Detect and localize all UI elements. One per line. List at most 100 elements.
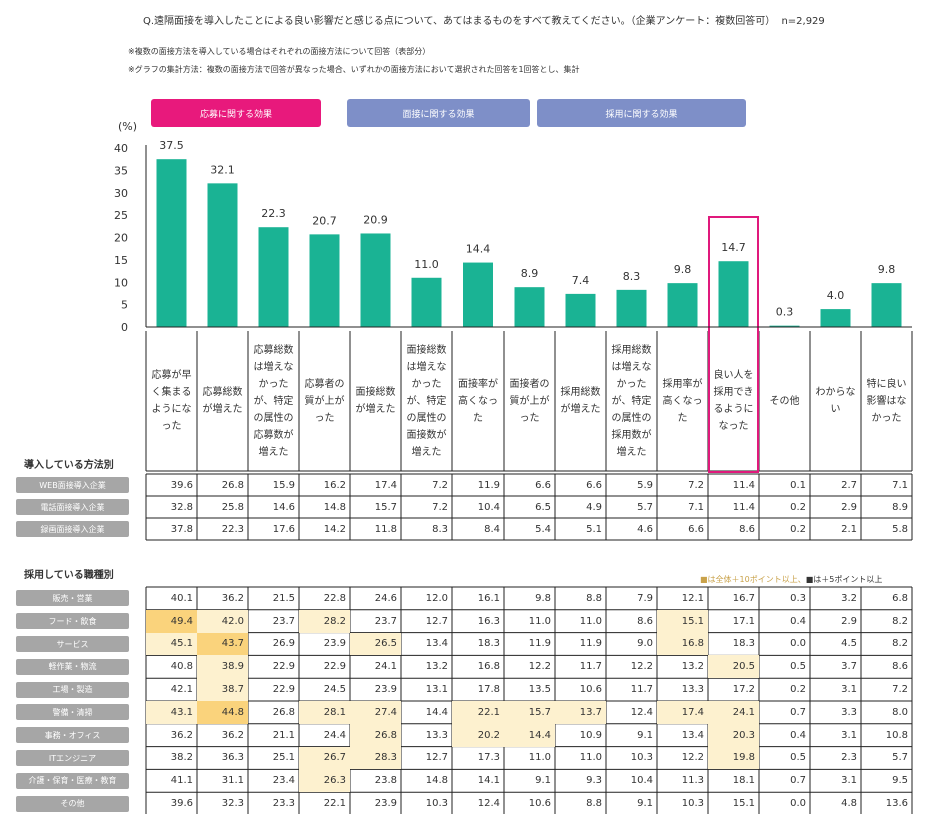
table-cell: 16.8 — [657, 632, 708, 656]
table-cell: 5.4 — [535, 523, 551, 535]
table-cell: 11.9 — [579, 638, 602, 650]
table-cell: 5.9 — [637, 479, 653, 491]
table-cell: 13.5 — [528, 684, 551, 696]
table-cell: 43.1 — [146, 701, 197, 724]
job-table-title: 採用している職種別 — [24, 570, 114, 581]
table-cell: 0.2 — [790, 523, 806, 535]
y-tick-label: 25 — [114, 209, 128, 222]
table-cell: 13.1 — [425, 684, 448, 696]
bar-value-label: 0.3 — [776, 306, 794, 319]
table-cell: 10.6 — [528, 798, 551, 810]
category-button-label: 応募に関する効果 — [199, 109, 272, 120]
table-cell: 16.2 — [323, 479, 346, 491]
table-cell: 5.1 — [586, 523, 602, 535]
table-cell: 16.7 — [732, 592, 755, 604]
table-cell: 0.3 — [790, 592, 806, 604]
table-cell: 12.4 — [477, 798, 500, 810]
table-cell: 13.2 — [425, 661, 448, 673]
category-label: 応募総数が増えた — [202, 387, 243, 415]
bar-value-label: 14.7 — [721, 241, 746, 254]
table-cell: 12.1 — [681, 592, 704, 604]
table-cell: 6.5 — [535, 501, 551, 513]
legend-light: ■は＋5ポイント以上 — [805, 575, 883, 584]
table-cell: 4.8 — [841, 798, 857, 810]
bar-value-label: 4.0 — [827, 289, 845, 302]
table-cell: 6.6 — [535, 479, 551, 491]
table-cell: 7.2 — [892, 684, 908, 696]
table-cell: 2.3 — [841, 752, 857, 764]
row-label: 録画面接導入企業 — [16, 521, 129, 537]
table-cell: 16.1 — [477, 592, 500, 604]
y-tick-label: 0 — [121, 321, 128, 334]
table-cell: 13.3 — [681, 684, 704, 696]
table-cell: 25.1 — [272, 752, 295, 764]
table-cell: 11.9 — [528, 638, 551, 650]
table-cell: 2.1 — [841, 523, 857, 535]
table-cell: 6.8 — [892, 592, 908, 604]
bar-value-label: 20.7 — [312, 214, 337, 227]
table-cell: 38.2 — [170, 752, 193, 764]
table-cell: 13.7 — [555, 701, 606, 724]
table-cell: 11.4 — [732, 479, 755, 491]
row-label: サービス — [16, 636, 129, 652]
table-cell: 5.7 — [892, 752, 908, 764]
table-cell: 32.3 — [221, 798, 244, 810]
row-label: 販売・営業 — [16, 590, 129, 607]
bar — [871, 283, 902, 327]
table-cell: 43.7 — [197, 632, 248, 656]
category-label: わからない — [815, 387, 856, 415]
method-table-title: 導入している方法別 — [24, 460, 114, 471]
category-label: 応募が早く集まるようになった — [151, 370, 192, 432]
table-cell: 17.8 — [477, 684, 500, 696]
row-label: フード・飲食 — [16, 613, 129, 630]
table-cell: 8.8 — [586, 798, 602, 810]
table-cell: 26.8 — [221, 479, 244, 491]
table-cell: 24.1 — [708, 701, 759, 724]
table-cell: 15.7 — [504, 701, 555, 724]
bar — [156, 159, 187, 327]
table-cell: 10.8 — [885, 729, 908, 741]
table-cell: 6.6 — [586, 479, 602, 491]
bar-value-label: 8.3 — [623, 270, 641, 283]
table-cell: 22.8 — [323, 592, 346, 604]
question-label: Q.遠隔面接を導入したことによる良い影響だと感じる点について、あてはまるものをす… — [143, 16, 776, 27]
table-cell: 10.6 — [579, 684, 602, 696]
table-cell: 10.4 — [477, 501, 500, 513]
category-button-interview[interactable]: 面接に関する効果 — [347, 99, 530, 127]
table-cell: 20.2 — [452, 723, 504, 747]
table-cell: 3.3 — [841, 706, 857, 718]
table-cell: 26.5 — [350, 632, 401, 656]
table-cell: 12.2 — [528, 661, 551, 673]
table-cell: 17.6 — [272, 523, 295, 535]
table-cell: 9.5 — [892, 775, 908, 787]
table-cell: 44.8 — [197, 701, 248, 724]
y-tick-label: 30 — [114, 187, 128, 200]
row-label: 電話面接導入企業 — [16, 499, 129, 515]
table-cell: 8.6 — [892, 661, 908, 673]
bar — [820, 309, 851, 327]
category-button-application[interactable]: 応募に関する効果 — [151, 99, 321, 127]
table-cell: 42.0 — [197, 609, 248, 633]
question-text: Q.遠隔面接を導入したことによる良い影響だと感じる点について、あてはまるものをす… — [143, 12, 825, 27]
table-cell: 10.9 — [579, 729, 602, 741]
bar — [565, 293, 596, 327]
y-tick-label: 15 — [114, 254, 128, 267]
table-cell: 11.0 — [579, 752, 602, 764]
row-label: ITエンジニア — [16, 750, 129, 766]
table-cell: 8.4 — [484, 523, 500, 535]
table-cell: 9.0 — [637, 638, 653, 650]
table-cell: 9.1 — [637, 729, 653, 741]
table-cell: 13.6 — [885, 798, 908, 810]
table-cell: 23.3 — [272, 798, 295, 810]
table-cell: 4.5 — [841, 638, 857, 650]
table-cell: 12.7 — [425, 615, 448, 627]
table-cell: 0.2 — [790, 501, 806, 513]
category-button-hiring[interactable]: 採用に関する効果 — [537, 99, 746, 127]
table-cell: 14.4 — [504, 723, 555, 747]
table-cell: 5.8 — [892, 523, 908, 535]
category-label: 面接総数が増えた — [355, 387, 396, 415]
table-cell: 22.9 — [272, 661, 295, 673]
table-cell: 19.8 — [708, 746, 759, 770]
table-cell: 0.2 — [790, 684, 806, 696]
table-cell: 9.3 — [586, 775, 602, 787]
